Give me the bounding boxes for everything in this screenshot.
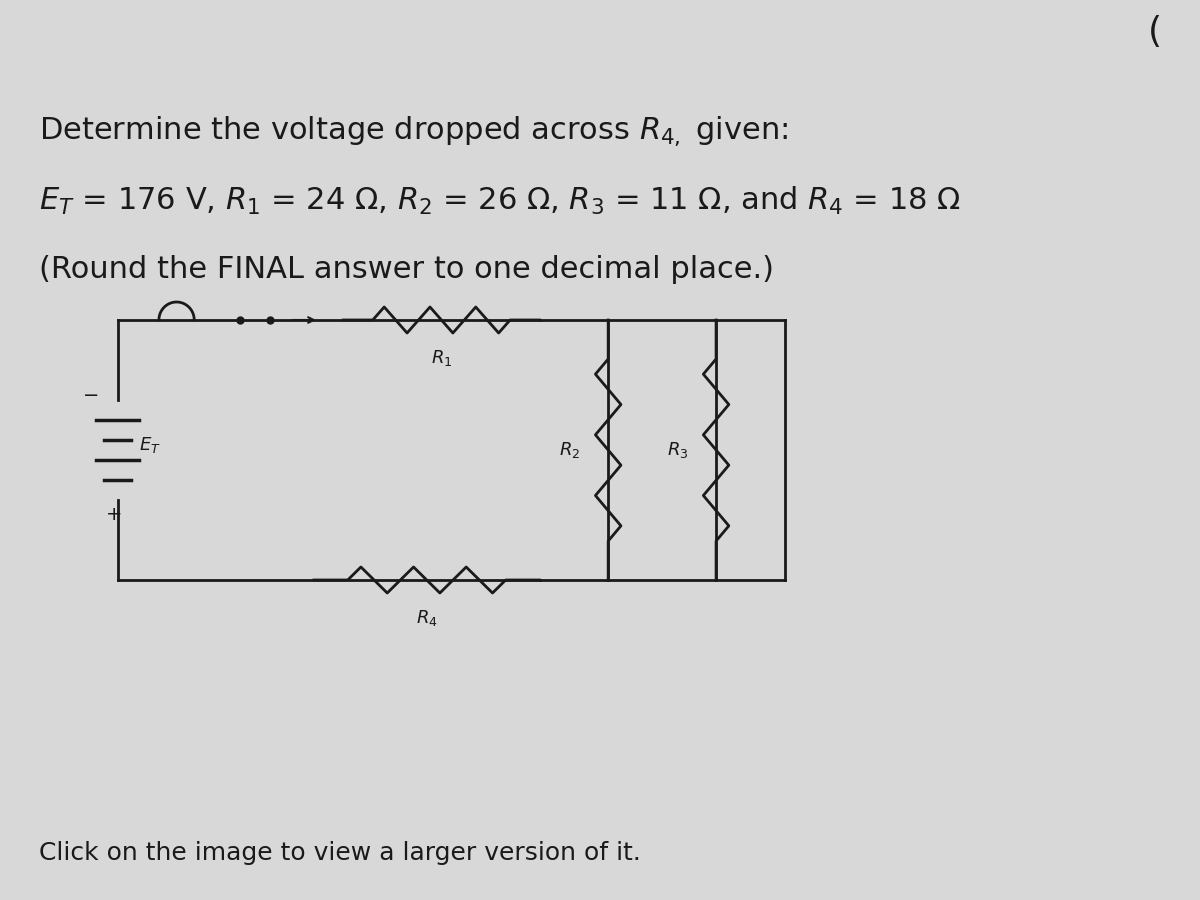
Text: $R_3$: $R_3$ [667,440,689,460]
Text: (Round the FINAL answer to one decimal place.): (Round the FINAL answer to one decimal p… [40,255,774,284]
Text: +: + [106,506,122,525]
Text: $E_T$: $E_T$ [139,435,161,455]
Text: $R_2$: $R_2$ [559,440,581,460]
Text: (: ( [1148,15,1163,49]
Text: $E_T$ = 176 V, $R_1$ = 24 Ω, $R_2$ = 26 Ω, $R_3$ = 11 Ω, and $R_4$ = 18 Ω: $E_T$ = 176 V, $R_1$ = 24 Ω, $R_2$ = 26 … [40,185,961,217]
Text: Determine the voltage dropped across $R_{4,}$ given:: Determine the voltage dropped across $R_… [40,115,788,148]
Text: −: − [83,385,100,404]
Text: $R_1$: $R_1$ [431,348,452,368]
Text: Click on the image to view a larger version of it.: Click on the image to view a larger vers… [40,841,641,865]
Text: $R_4$: $R_4$ [416,608,438,628]
